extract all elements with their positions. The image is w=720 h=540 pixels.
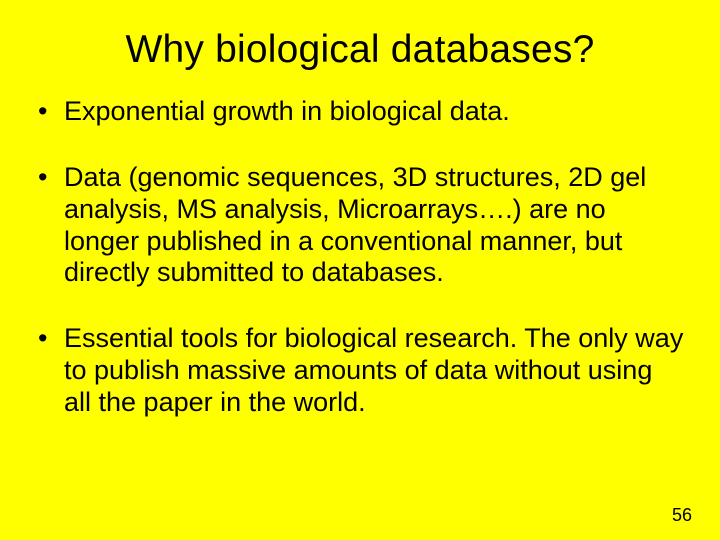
bullet-list: Exponential growth in biological data. D… <box>36 96 684 419</box>
bullet-item: Exponential growth in biological data. <box>36 96 684 128</box>
slide: Why biological databases? Exponential gr… <box>0 0 720 540</box>
bullet-item: Data (genomic sequences, 3D structures, … <box>36 162 684 289</box>
bullet-item: Essential tools for biological research.… <box>36 323 684 419</box>
page-number: 56 <box>672 505 692 526</box>
slide-title: Why biological databases? <box>36 28 684 72</box>
